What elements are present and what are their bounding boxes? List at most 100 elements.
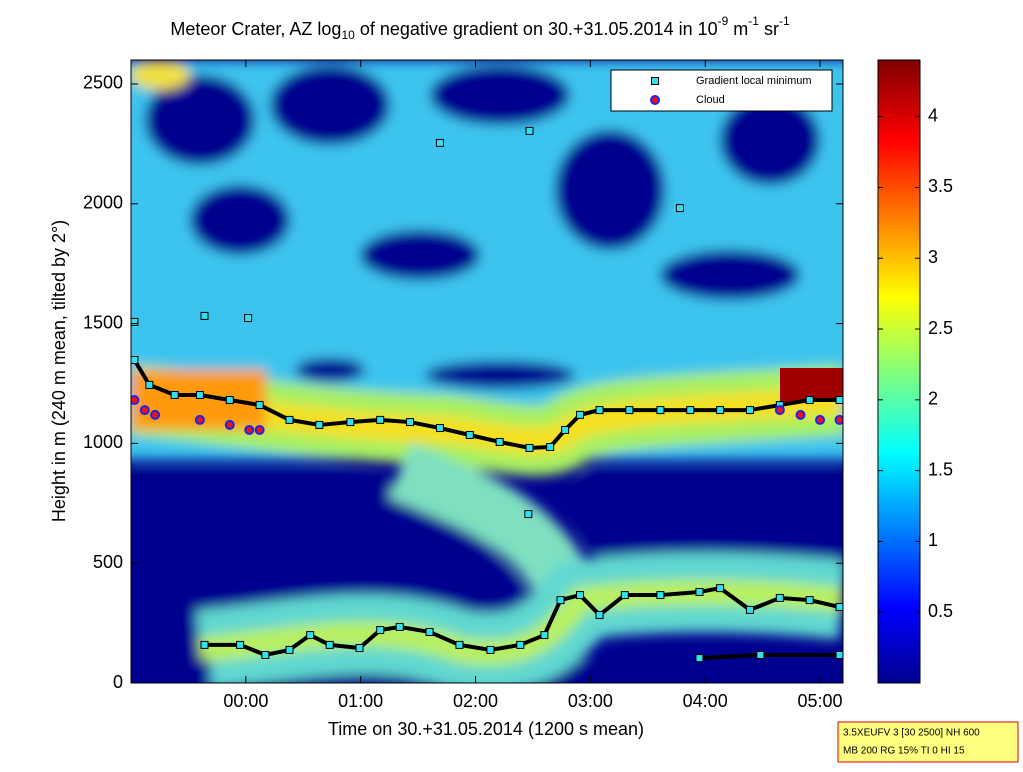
x-tick-label: 02:00	[453, 691, 498, 711]
marker	[200, 311, 209, 320]
marker	[835, 603, 843, 612]
marker	[595, 610, 604, 619]
marker	[425, 627, 434, 636]
marker	[805, 396, 814, 405]
marker	[695, 587, 704, 596]
marker	[775, 593, 784, 602]
y-tick-label: 500	[93, 552, 123, 572]
marker	[131, 355, 139, 364]
marker	[306, 631, 315, 640]
x-tick-label: 01:00	[338, 691, 383, 711]
marker	[145, 380, 154, 389]
plot-frame	[130, 59, 844, 684]
marker	[805, 596, 814, 605]
marker	[315, 420, 324, 429]
marker	[261, 650, 270, 659]
marker	[150, 409, 161, 420]
title-part: sr	[759, 19, 779, 39]
title-sup: -9	[718, 14, 729, 28]
marker	[236, 640, 245, 649]
marker	[525, 443, 534, 452]
marker	[835, 650, 843, 659]
colorbar	[877, 59, 921, 684]
marker	[194, 414, 205, 425]
marker	[455, 640, 464, 649]
field	[131, 60, 843, 683]
colorbar-tick-label: 4	[928, 105, 938, 125]
marker	[355, 644, 364, 653]
marker	[625, 406, 634, 415]
y-tick-label: 0	[113, 672, 123, 692]
info-line: MB 200 RG 15% TI 0 HI 15	[843, 746, 965, 757]
marker	[406, 418, 415, 427]
marker	[556, 596, 565, 605]
marker	[131, 317, 139, 326]
marker	[540, 631, 549, 640]
marker	[546, 442, 555, 451]
marker	[131, 395, 140, 406]
marks	[131, 126, 843, 663]
marker	[595, 406, 604, 415]
x-axis-label: Time on 30.+31.05.2014 (1200 s mean)	[328, 719, 644, 739]
marker	[576, 591, 585, 600]
marker	[254, 424, 265, 435]
colorbar-tick-label: 1.5	[928, 459, 953, 479]
title-sub: 10	[341, 28, 355, 42]
colorbar-tick-label: 2	[928, 389, 938, 409]
marker	[244, 314, 253, 323]
marker	[200, 640, 209, 649]
marker	[815, 414, 826, 425]
marker	[620, 591, 629, 600]
colorbar-tick-label: 2.5	[928, 318, 953, 338]
marker	[255, 401, 264, 410]
marker	[745, 406, 754, 415]
x-tick-label: 03:00	[568, 691, 613, 711]
marker	[435, 424, 444, 433]
marker	[834, 414, 843, 425]
chart-title: Meteor Crater, AZ log10 of negative grad…	[170, 14, 790, 42]
x-tick-label: 00:00	[223, 691, 268, 711]
marker	[435, 138, 444, 147]
marker	[561, 425, 570, 434]
title-part: Meteor Crater, AZ log	[170, 19, 341, 39]
title-part: m	[728, 19, 748, 39]
marker	[346, 418, 355, 427]
marker	[486, 645, 495, 654]
marker	[495, 437, 504, 446]
marker	[376, 415, 385, 424]
marker	[139, 405, 150, 416]
legend-marker	[650, 95, 660, 105]
colorbar-tick-label: 1	[928, 530, 938, 550]
marker	[395, 622, 404, 631]
marker	[465, 430, 474, 439]
y-tick-label: 2500	[83, 73, 123, 93]
info-line: 3.5XEUFV 3 [30 2500] NH 600	[843, 728, 980, 739]
title-part: of negative gradient on 30.+31.05.2014 i…	[355, 19, 718, 39]
marker	[376, 626, 385, 635]
marker	[675, 204, 684, 213]
y-axis-label: Height in m (240 m mean, tilted by 2°)	[49, 220, 69, 522]
marker	[524, 510, 533, 519]
marker	[225, 396, 234, 405]
marker	[795, 409, 806, 420]
legend-marker	[651, 77, 659, 85]
marker	[224, 419, 235, 430]
marker	[745, 605, 754, 614]
marker	[325, 640, 334, 649]
colorbar-tick-label: 3	[928, 247, 938, 267]
y-tick-label: 1000	[83, 432, 123, 452]
marker	[695, 654, 704, 663]
marker	[244, 424, 255, 435]
marker	[170, 390, 179, 399]
legend-label: Cloud	[696, 94, 725, 106]
legend-label: Gradient local minimum	[696, 75, 812, 87]
title-sup: -1	[748, 14, 759, 28]
marker	[756, 650, 765, 659]
marker	[195, 390, 204, 399]
marker	[285, 645, 294, 654]
marker	[716, 406, 725, 415]
marker	[656, 591, 665, 600]
marker	[835, 396, 843, 405]
info-box	[837, 721, 1019, 763]
